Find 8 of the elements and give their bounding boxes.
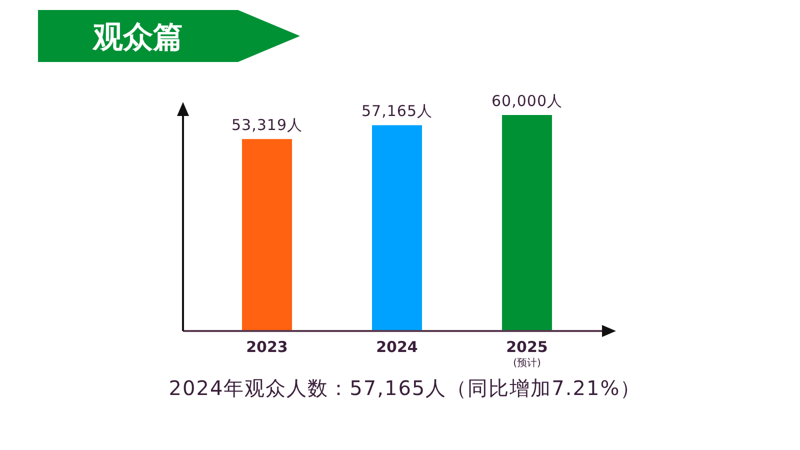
x-tick-label: 2024: [376, 338, 418, 356]
chart-title: 观众篇: [92, 20, 183, 55]
data-label: 60,000人: [492, 92, 562, 110]
text: 2024年观众人数：57,165人（同比增加7.21%）: [168, 376, 642, 400]
x-tick-label: 2025 (预计): [506, 338, 548, 369]
data-label: 57,165人: [362, 102, 432, 120]
x-tick-label: 2023: [246, 338, 288, 356]
data-label: 53,319人: [232, 116, 302, 134]
